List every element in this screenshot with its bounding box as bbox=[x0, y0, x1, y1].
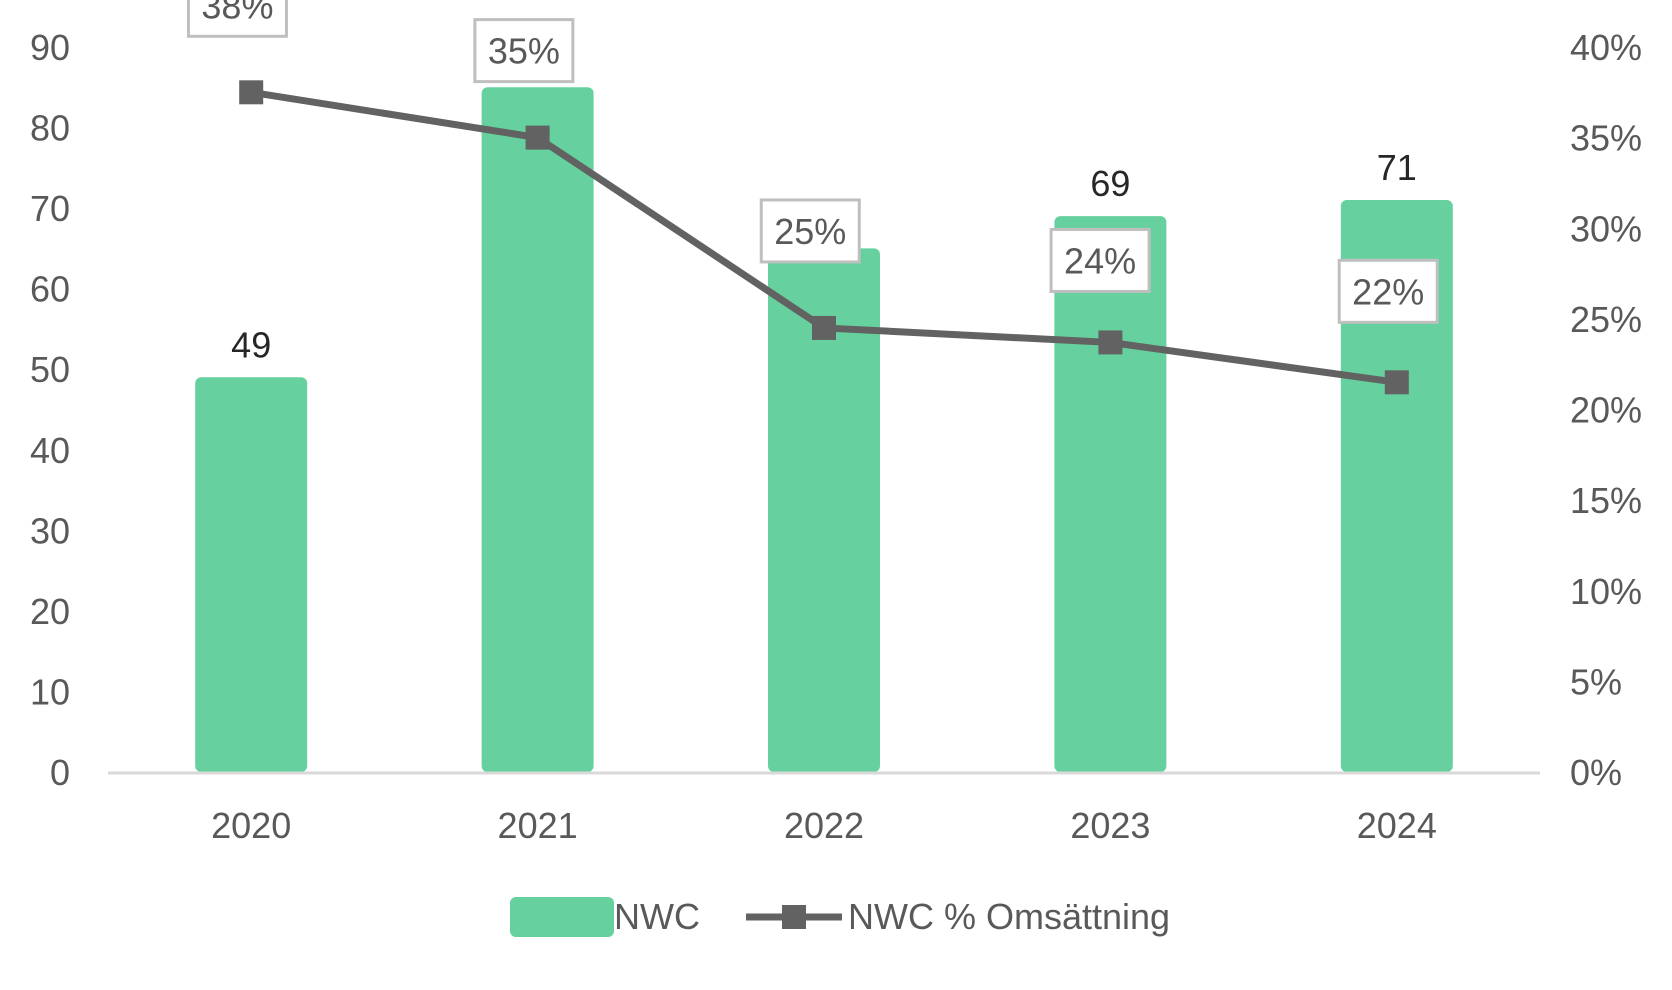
left-tick-label: 30 bbox=[30, 510, 70, 551]
line-label-text: 25% bbox=[774, 211, 846, 252]
right-tick-label: 20% bbox=[1570, 390, 1642, 431]
line-value-label: 24% bbox=[1049, 227, 1151, 293]
right-tick-label: 0% bbox=[1570, 752, 1622, 793]
line-label-text: 24% bbox=[1064, 240, 1136, 281]
line-label-box bbox=[473, 18, 575, 84]
bar-2020 bbox=[195, 377, 308, 772]
legend-label-nwc-pct: NWC % Omsättning bbox=[848, 896, 1170, 937]
left-tick-label: 70 bbox=[30, 188, 70, 229]
left-tick-label: 60 bbox=[30, 269, 70, 310]
bar-2021 bbox=[481, 87, 594, 773]
left-tick-label: 0 bbox=[50, 752, 70, 793]
right-tick-label: 5% bbox=[1570, 661, 1622, 702]
line-marker bbox=[1384, 370, 1409, 395]
line-value-label: 35% bbox=[473, 18, 575, 84]
left-tick-label: 80 bbox=[30, 108, 70, 149]
bar-2022 bbox=[768, 248, 880, 772]
left-axis-ticks: 0 10 20 30 40 50 60 70 80 90 bbox=[30, 27, 70, 793]
line-label-box bbox=[186, 0, 288, 38]
left-tick-label: 90 bbox=[30, 27, 70, 68]
left-tick-label: 50 bbox=[30, 349, 70, 390]
legend-swatch-nwc-pct-marker bbox=[782, 905, 806, 929]
right-axis-ticks: 0% 5% 10% 15% 20% 25% 30% 35% 40% bbox=[1570, 27, 1642, 793]
legend: NWC NWC % Omsättning bbox=[510, 896, 1170, 937]
line-label-text: 35% bbox=[488, 31, 560, 72]
legend-swatch-nwc bbox=[510, 897, 614, 937]
bar-value-label: 69 bbox=[1090, 163, 1130, 204]
right-tick-label: 15% bbox=[1570, 480, 1642, 521]
bars-layer bbox=[195, 87, 1453, 773]
bar-2024 bbox=[1340, 200, 1453, 773]
x-tick-label: 2022 bbox=[784, 805, 864, 846]
x-tick-label: 2021 bbox=[498, 805, 578, 846]
line-label-box bbox=[759, 198, 861, 264]
x-tick-label: 2020 bbox=[211, 805, 291, 846]
bar-value-label: 49 bbox=[231, 324, 271, 365]
line-marker bbox=[1098, 330, 1123, 355]
line-data-labels: 38% 35% 25% 24% 22% bbox=[186, 0, 1439, 324]
line-marker bbox=[525, 125, 550, 150]
right-tick-label: 40% bbox=[1570, 27, 1642, 68]
right-tick-label: 10% bbox=[1570, 571, 1642, 612]
x-axis-ticks: 2020 2021 2022 2023 2024 bbox=[211, 805, 1437, 846]
left-tick-label: 40 bbox=[30, 430, 70, 471]
x-tick-label: 2023 bbox=[1070, 805, 1150, 846]
right-tick-label: 25% bbox=[1570, 299, 1642, 340]
line-marker bbox=[812, 315, 836, 340]
line-label-box bbox=[1337, 258, 1439, 324]
line-label-text: 38% bbox=[201, 0, 273, 26]
line-value-label: 25% bbox=[759, 198, 861, 264]
bar-value-label: 71 bbox=[1377, 147, 1417, 188]
legend-label-nwc: NWC bbox=[614, 896, 700, 937]
line-label-text: 22% bbox=[1352, 271, 1424, 312]
bar-2023 bbox=[1054, 216, 1167, 772]
line-value-label: 38% bbox=[186, 0, 288, 38]
right-tick-label: 35% bbox=[1570, 118, 1642, 159]
x-tick-label: 2024 bbox=[1357, 805, 1437, 846]
line-label-box bbox=[1049, 227, 1151, 293]
line-value-label: 22% bbox=[1337, 258, 1439, 324]
left-tick-label: 20 bbox=[30, 591, 70, 632]
line-layer bbox=[239, 80, 1409, 395]
line-marker bbox=[239, 80, 264, 105]
left-tick-label: 10 bbox=[30, 671, 70, 712]
right-tick-label: 30% bbox=[1570, 208, 1642, 249]
